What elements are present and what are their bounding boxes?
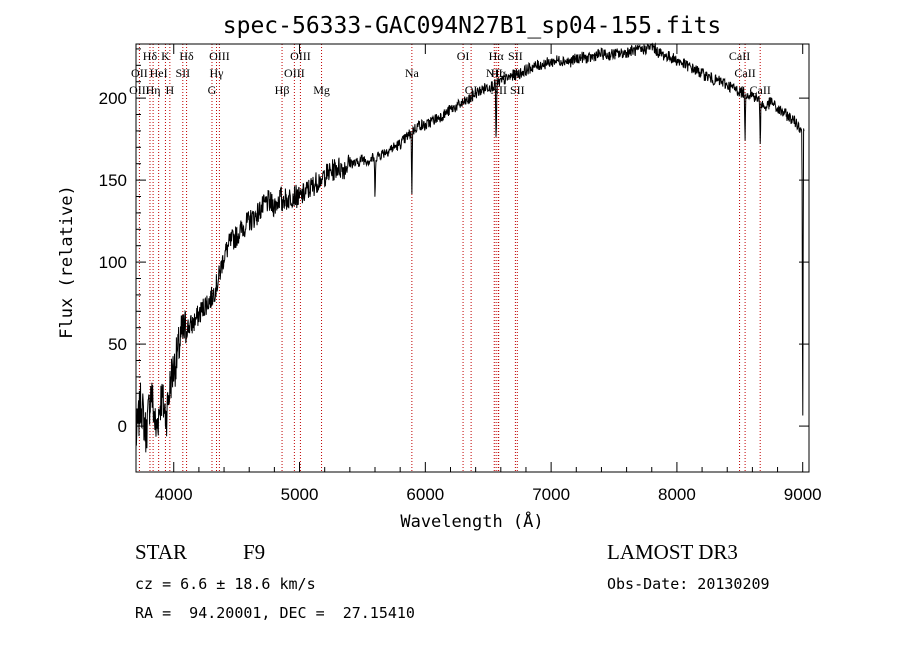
y-tick-label: 0 xyxy=(118,417,127,436)
line-label-hβ: Hβ xyxy=(275,83,290,97)
line-label-sii: SII xyxy=(510,83,525,97)
line-label-oi: OI xyxy=(457,49,470,63)
x-tick-label: 4000 xyxy=(155,485,193,504)
line-label-oi: OI xyxy=(465,83,478,97)
ra-dec: RA = 94.20001, DEC = 27.15410 xyxy=(135,604,415,622)
line-label-k: K xyxy=(161,49,170,63)
spectral-line-markers xyxy=(138,44,761,472)
observation-date: Obs-Date: 20130209 xyxy=(607,575,770,593)
x-tick-label: 7000 xyxy=(532,485,570,504)
line-label-oiii: OIII xyxy=(129,83,150,97)
chart-title: spec-56333-GAC094N27B1_sp04-155.fits xyxy=(223,13,722,39)
x-tick-label: 6000 xyxy=(406,485,444,504)
y-tick-label: 50 xyxy=(108,335,127,354)
line-label-nii: NII xyxy=(486,66,503,80)
x-tick-label: 5000 xyxy=(281,485,319,504)
line-label-h: H xyxy=(166,83,175,97)
x-axis-ticks: 4000 5000 6000 7000 8000 9000 xyxy=(155,44,822,504)
line-label-hγ: Hγ xyxy=(210,66,225,80)
y-tick-label: 200 xyxy=(99,89,127,108)
line-label-g: G xyxy=(208,83,217,97)
x-tick-label: 8000 xyxy=(658,485,696,504)
line-label-oii: OII xyxy=(131,66,148,80)
line-label-caii: CaII xyxy=(729,49,750,63)
x-tick-label: 9000 xyxy=(784,485,822,504)
object-subclass: F9 xyxy=(243,540,266,564)
line-label-hη: Hη xyxy=(146,83,161,97)
line-label-caii: CaII xyxy=(734,66,755,80)
line-label-hδ: Hδ xyxy=(179,49,194,63)
plot-frame xyxy=(135,43,810,473)
flux-series-line xyxy=(135,42,805,453)
y-tick-label: 100 xyxy=(99,253,127,272)
line-label-hδ: Hδ xyxy=(143,49,158,63)
x-axis-label: Wavelength (Å) xyxy=(400,510,543,532)
line-label-hα: Hα xyxy=(489,49,505,63)
y-axis-ticks: 0 50 100 150 200 xyxy=(99,48,809,436)
line-label-oiii: OIII xyxy=(284,66,305,80)
y-axis-label: Flux (relative) xyxy=(57,185,77,339)
survey-name: LAMOST DR3 xyxy=(607,540,738,564)
redshift-cz: cz = 6.6 ± 18.6 km/s xyxy=(135,575,316,593)
line-label-na: Na xyxy=(405,66,420,80)
line-label-oiii: OIII xyxy=(209,49,230,63)
line-label-caii: CaII xyxy=(750,83,771,97)
line-label-mg: Mg xyxy=(313,83,330,97)
line-label-sii: SII xyxy=(175,66,190,80)
line-label-hei: HeI xyxy=(150,66,168,80)
line-label-sii: SII xyxy=(508,49,523,63)
line-label-oiii: OIII xyxy=(290,49,311,63)
y-tick-label: 150 xyxy=(99,171,127,190)
object-class: STAR xyxy=(135,540,187,564)
